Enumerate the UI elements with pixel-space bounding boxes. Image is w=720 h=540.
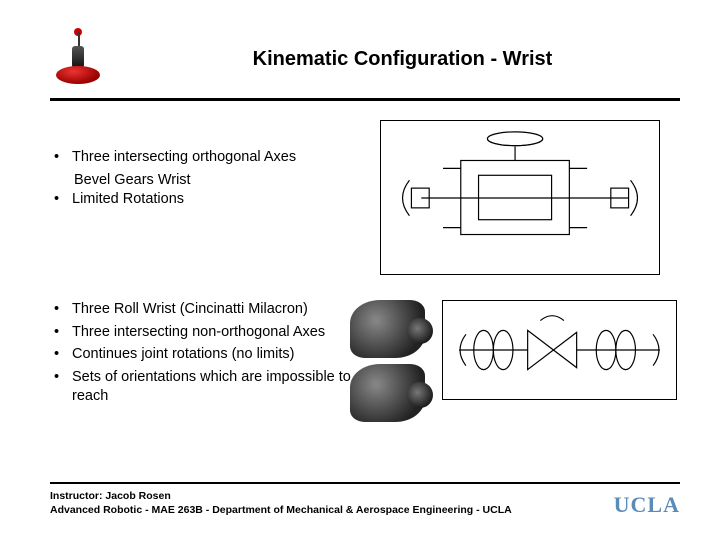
list-item: Three intersecting non-orthogonal Axes [50, 323, 360, 343]
bullet-list-2: Three Roll Wrist (Cincinatti Milacron) T… [50, 300, 360, 410]
wrist-photo-pair [350, 300, 430, 422]
header: Kinematic Configuration - Wrist [50, 32, 680, 87]
footer: Instructor: Jacob Rosen Advanced Robotic… [50, 482, 680, 518]
bullet-list-1: Three intersecting orthogonal Axes Bevel… [50, 120, 360, 213]
diagram-1-wrap [360, 120, 680, 275]
diagram-bevel-wrist [380, 120, 660, 275]
footer-line-1: Instructor: Jacob Rosen [50, 490, 512, 504]
diagram-three-roll-wrist [442, 300, 677, 400]
list-item: Sets of orientations which are impossibl… [50, 368, 360, 407]
robot-icon [50, 32, 105, 87]
list-item: Three intersecting orthogonal Axes [50, 148, 360, 168]
wrist-photo-2 [350, 364, 425, 422]
section-2: Three Roll Wrist (Cincinatti Milacron) T… [50, 300, 680, 422]
divider-bottom [50, 482, 680, 484]
content-area: Three intersecting orthogonal Axes Bevel… [50, 120, 680, 460]
slide: Kinematic Configuration - Wrist Three in… [0, 0, 720, 540]
footer-text: Instructor: Jacob Rosen Advanced Robotic… [50, 490, 512, 517]
list-item: Three Roll Wrist (Cincinatti Milacron) [50, 300, 360, 320]
list-item: Continues joint rotations (no limits) [50, 345, 360, 365]
diagram-2-wrap [438, 300, 680, 400]
wrist-photo-1 [350, 300, 425, 358]
list-item: Limited Rotations [50, 190, 360, 210]
footer-line-2: Advanced Robotic - MAE 263B - Department… [50, 504, 512, 518]
sub-line: Bevel Gears Wrist [50, 171, 360, 191]
divider-top [50, 98, 680, 101]
section-1: Three intersecting orthogonal Axes Bevel… [50, 120, 680, 290]
slide-title: Kinematic Configuration - Wrist [125, 48, 680, 71]
ucla-logo: UCLA [614, 490, 680, 518]
